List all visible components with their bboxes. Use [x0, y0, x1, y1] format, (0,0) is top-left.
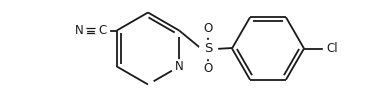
Text: C: C [98, 24, 107, 37]
Text: O: O [203, 62, 212, 75]
Text: S: S [204, 42, 212, 55]
Text: N: N [74, 24, 83, 37]
Text: N: N [175, 60, 184, 73]
Text: Cl: Cl [326, 42, 338, 55]
Text: O: O [203, 22, 212, 35]
